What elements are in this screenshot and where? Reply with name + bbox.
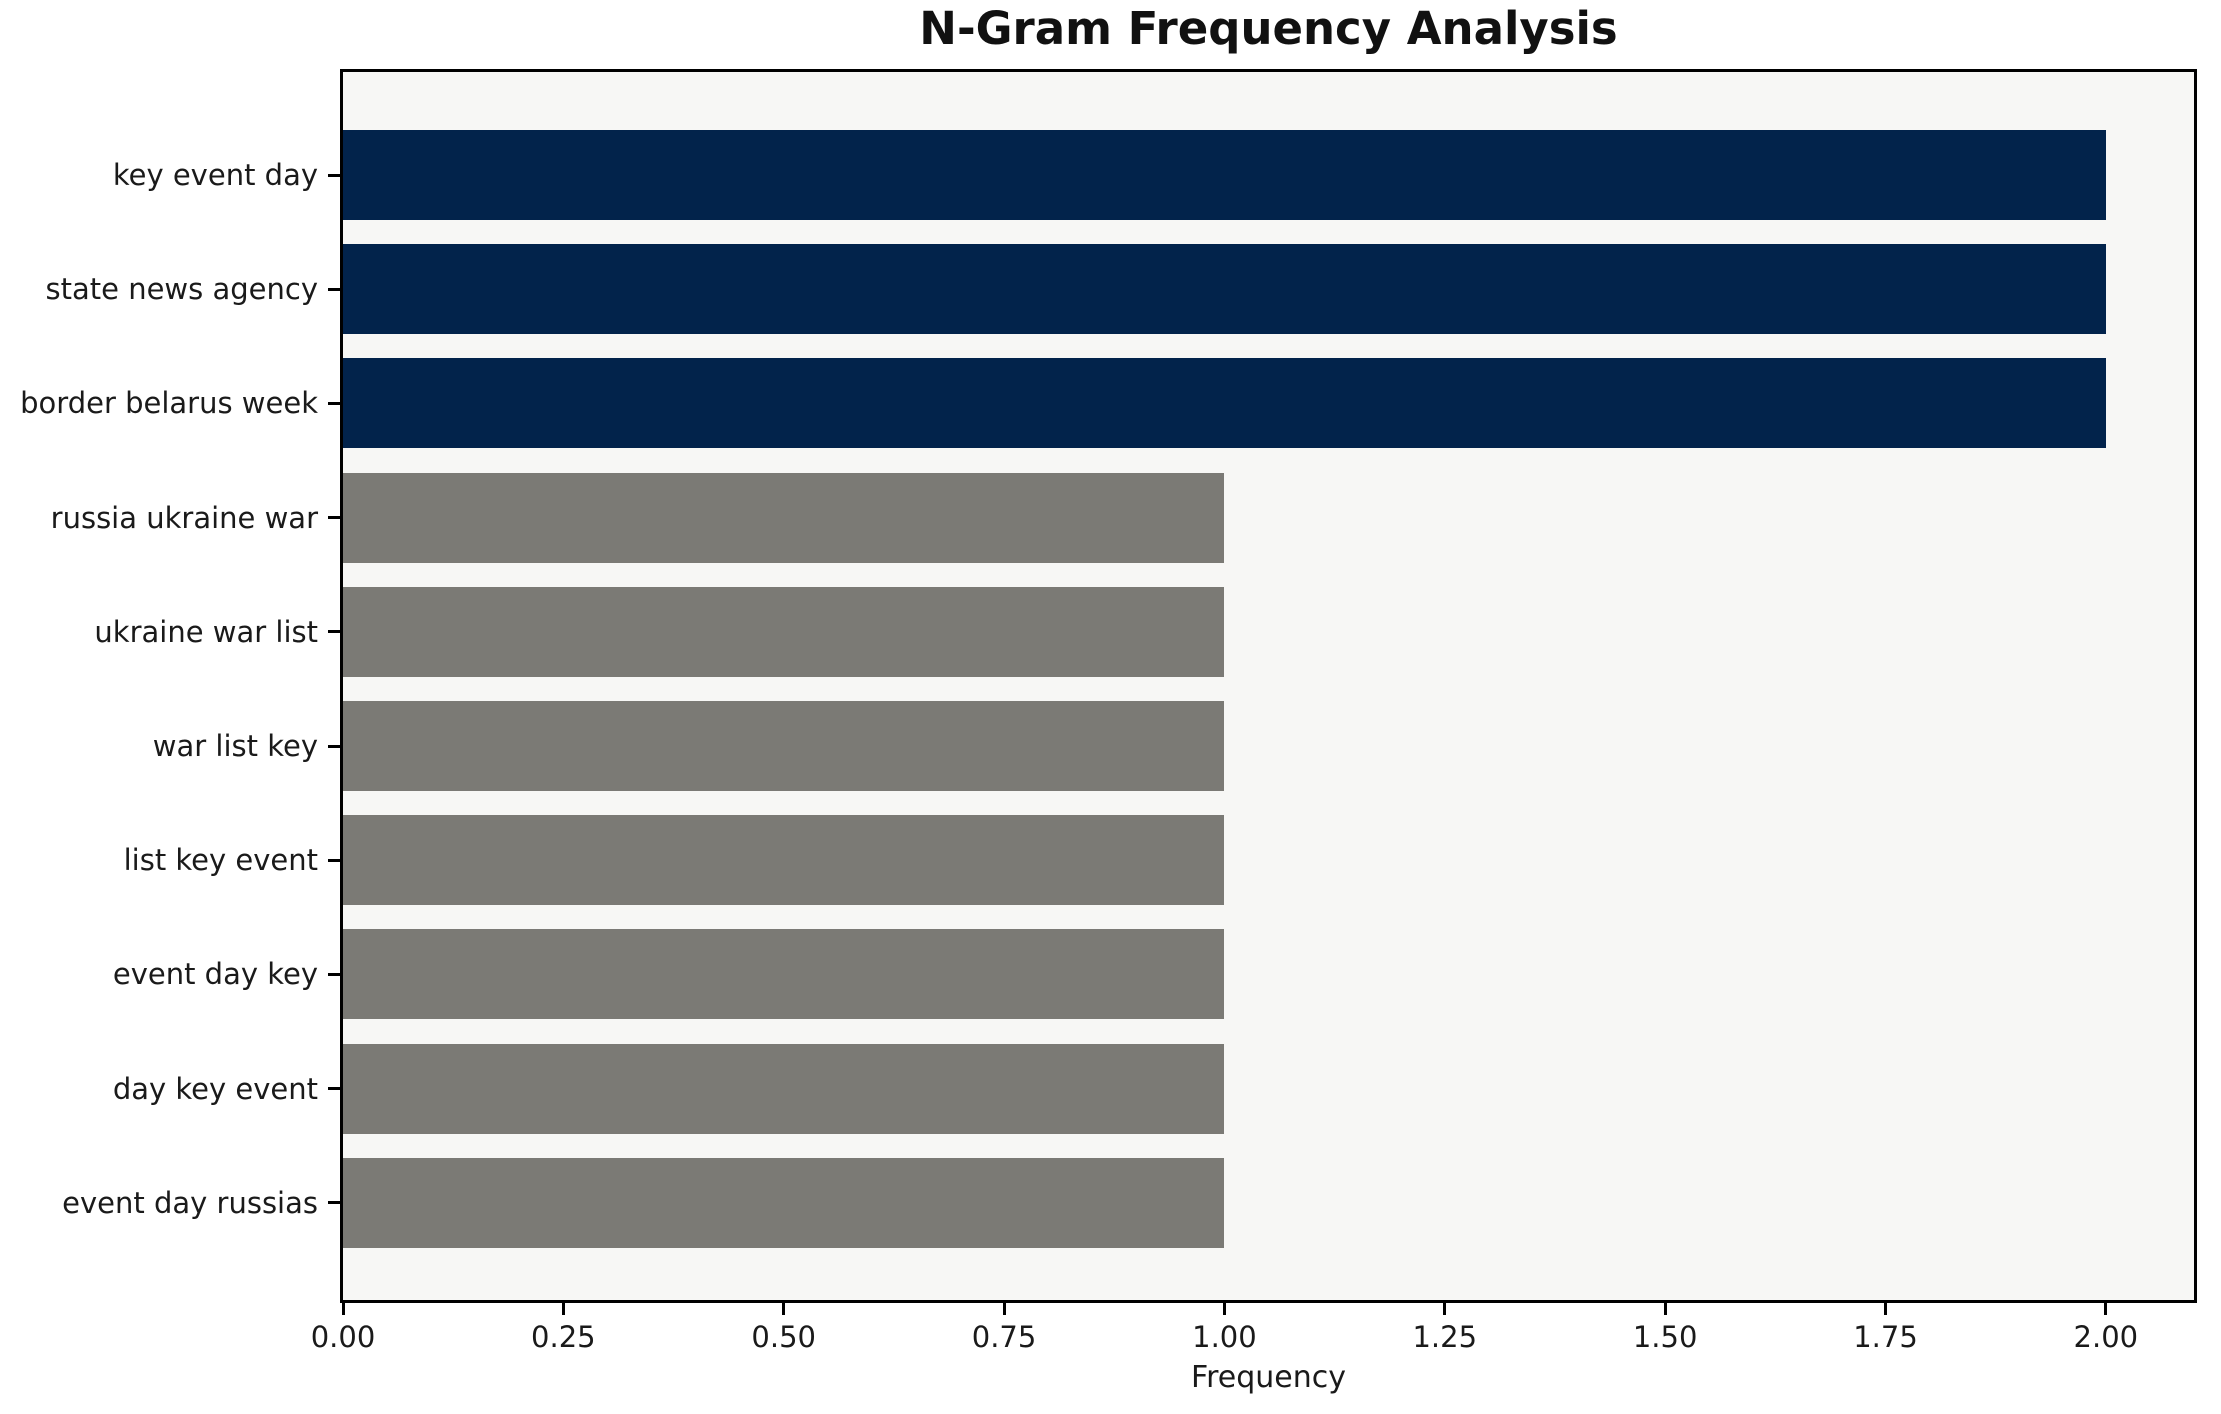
y-tick-mark bbox=[328, 1087, 340, 1091]
y-tick-label-event-day-key: event day key bbox=[112, 957, 318, 992]
bar-state-news-agency bbox=[343, 244, 2106, 335]
x-tick-mark bbox=[1443, 1303, 1447, 1315]
x-tick-label-1.50: 1.50 bbox=[1632, 1320, 1698, 1354]
x-tick-mark bbox=[1222, 1303, 1226, 1315]
plot-area bbox=[340, 69, 2197, 1303]
y-tick-mark bbox=[328, 630, 340, 634]
x-tick-label-0.75: 0.75 bbox=[971, 1320, 1037, 1354]
y-tick-label-russia-ukraine-war: russia ukraine war bbox=[50, 500, 318, 535]
bar-list-key-event bbox=[343, 815, 1225, 906]
x-tick-label-1.75: 1.75 bbox=[1853, 1320, 1918, 1354]
y-tick-mark bbox=[328, 516, 340, 520]
x-tick-mark bbox=[1884, 1303, 1887, 1315]
y-tick-mark bbox=[328, 858, 340, 862]
y-tick-mark bbox=[328, 972, 340, 976]
y-tick-label-war-list-key: war list key bbox=[152, 729, 318, 763]
x-tick-mark bbox=[2104, 1303, 2108, 1315]
chart-title: N-Gram Frequency Analysis bbox=[919, 2, 1618, 55]
bar-event-day-russias bbox=[343, 1157, 1225, 1248]
x-tick-label-1.00: 1.00 bbox=[1192, 1320, 1257, 1354]
bar-key-event-day bbox=[343, 130, 2106, 220]
y-tick-mark bbox=[328, 173, 340, 177]
x-tick-mark bbox=[782, 1303, 786, 1315]
x-tick-label-0.50: 0.50 bbox=[751, 1320, 816, 1354]
x-tick-mark bbox=[1663, 1303, 1667, 1315]
y-tick-label-key-event-day: key event day bbox=[112, 158, 318, 192]
x-tick-label-1.25: 1.25 bbox=[1412, 1320, 1478, 1354]
y-tick-mark bbox=[328, 1201, 340, 1205]
y-tick-label-border-belarus-week: border belarus week bbox=[20, 386, 318, 421]
x-tick-label-2.00: 2.00 bbox=[2073, 1320, 2139, 1354]
y-tick-label-state-news-agency: state news agency bbox=[45, 272, 318, 307]
bar-border-belarus-week bbox=[343, 358, 2106, 449]
y-tick-label-ukraine-war-list: ukraine war list bbox=[94, 614, 318, 649]
y-tick-label-list-key-event: list key event bbox=[123, 843, 318, 878]
y-tick-mark bbox=[328, 744, 340, 748]
y-tick-mark bbox=[328, 401, 340, 405]
y-tick-label-day-key-event: day key event bbox=[112, 1071, 318, 1106]
x-tick-label-0.25: 0.25 bbox=[531, 1320, 596, 1354]
bar-ukraine-war-list bbox=[343, 586, 1225, 677]
bar-event-day-key bbox=[343, 929, 1225, 1020]
x-axis-label: Frequency bbox=[1191, 1360, 1346, 1395]
bar-day-key-event bbox=[343, 1043, 1225, 1134]
y-tick-label-event-day-russias: event day russias bbox=[62, 1185, 318, 1220]
y-tick-mark bbox=[328, 287, 340, 291]
bars-layer bbox=[343, 72, 2194, 1300]
x-tick-mark bbox=[561, 1303, 565, 1315]
x-tick-mark bbox=[1002, 1303, 1006, 1315]
x-tick-label-0.00: 0.00 bbox=[310, 1320, 376, 1354]
bar-war-list-key bbox=[343, 701, 1225, 791]
x-tick-mark bbox=[341, 1303, 345, 1315]
bar-russia-ukraine-war bbox=[343, 472, 1225, 563]
